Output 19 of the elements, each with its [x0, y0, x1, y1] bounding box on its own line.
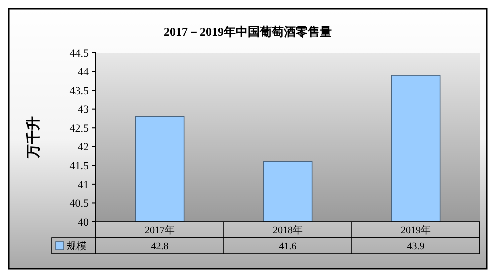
y-tick-label: 40 — [78, 216, 90, 229]
x-tick-label: 2019年 — [401, 224, 431, 236]
y-tick-label: 40.5 — [70, 198, 90, 210]
y-axis-title: 万千升 — [25, 116, 42, 160]
y-tick-label: 42.5 — [70, 122, 90, 135]
y-tick-label: 44.5 — [70, 48, 90, 60]
y-tick-label: 41.5 — [70, 160, 90, 173]
y-tick-label: 42 — [78, 142, 89, 154]
y-tick-label: 43.5 — [70, 85, 90, 98]
chart-title: 2017－2019年中国葡萄酒零售量 — [164, 25, 332, 39]
data-label: 43.9 — [407, 242, 425, 252]
x-tick-label: 2017年 — [145, 224, 175, 236]
y-tick-label: 41 — [78, 179, 89, 192]
data-label: 41.6 — [279, 242, 297, 252]
legend-label: 规模 — [67, 240, 87, 252]
y-tick-label: 44 — [78, 66, 90, 79]
x-tick-label: 2018年 — [273, 224, 303, 236]
data-label: 42.8 — [151, 242, 169, 252]
y-tick-label: 43 — [78, 104, 90, 116]
